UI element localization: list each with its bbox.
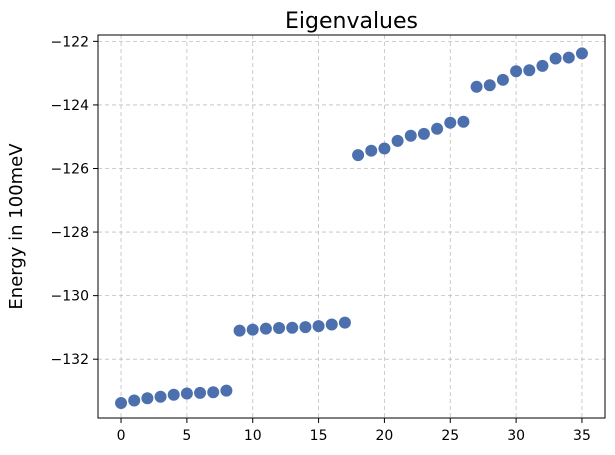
data-point [207, 386, 220, 399]
x-tick-label: 15 [310, 428, 328, 444]
data-point [325, 318, 338, 331]
data-point [391, 134, 404, 147]
y-tick-label: −128 [51, 225, 89, 241]
data-point [286, 321, 299, 334]
data-point [575, 47, 588, 60]
x-tick-label: 0 [117, 428, 126, 444]
data-point [312, 320, 325, 333]
data-point [404, 129, 417, 142]
data-point [483, 79, 496, 92]
data-point [549, 52, 562, 65]
data-point [431, 122, 444, 135]
y-tick-label: −124 [51, 98, 90, 114]
data-point [352, 149, 365, 162]
x-tick-label: 35 [573, 428, 591, 444]
y-tick-label: −122 [51, 34, 89, 50]
data-point [115, 397, 128, 410]
data-point [365, 144, 378, 157]
chart-title: Eigenvalues [285, 9, 418, 34]
data-point [128, 394, 141, 407]
data-point [523, 64, 536, 77]
data-point [562, 51, 575, 64]
x-tick-label: 30 [507, 428, 525, 444]
data-point [141, 392, 154, 405]
x-tick-label: 20 [376, 428, 394, 444]
y-tick-label: −130 [51, 289, 89, 305]
data-point [510, 65, 523, 78]
data-point [194, 386, 207, 399]
data-point [338, 316, 351, 329]
y-tick-label: −126 [51, 161, 90, 177]
data-point [154, 390, 167, 403]
data-point [220, 384, 233, 397]
data-point [180, 387, 193, 400]
data-point [378, 142, 391, 155]
x-tick-label: 5 [182, 428, 191, 444]
data-point [536, 59, 549, 72]
data-point [299, 321, 312, 334]
data-point [470, 80, 483, 93]
data-point [233, 324, 246, 337]
data-point [417, 127, 430, 140]
y-axis-label: Energy in 100meV [6, 143, 27, 310]
y-tick-label: −132 [51, 352, 89, 368]
x-tick-label: 10 [244, 428, 262, 444]
data-point [444, 116, 457, 129]
data-point [457, 115, 470, 128]
data-point [496, 73, 509, 86]
data-point [167, 388, 180, 401]
x-axis-ticks: 0 5 10 15 20 25 30 35 [117, 418, 591, 444]
data-point [246, 323, 259, 336]
data-point [273, 322, 286, 335]
x-tick-label: 25 [441, 428, 459, 444]
y-axis-ticks: −132 −130 −128 −126 −124 −122 [51, 34, 98, 368]
grid-lines [98, 35, 605, 418]
data-points [115, 47, 588, 410]
data-point [259, 322, 272, 335]
plot-area-frame [97, 34, 606, 419]
